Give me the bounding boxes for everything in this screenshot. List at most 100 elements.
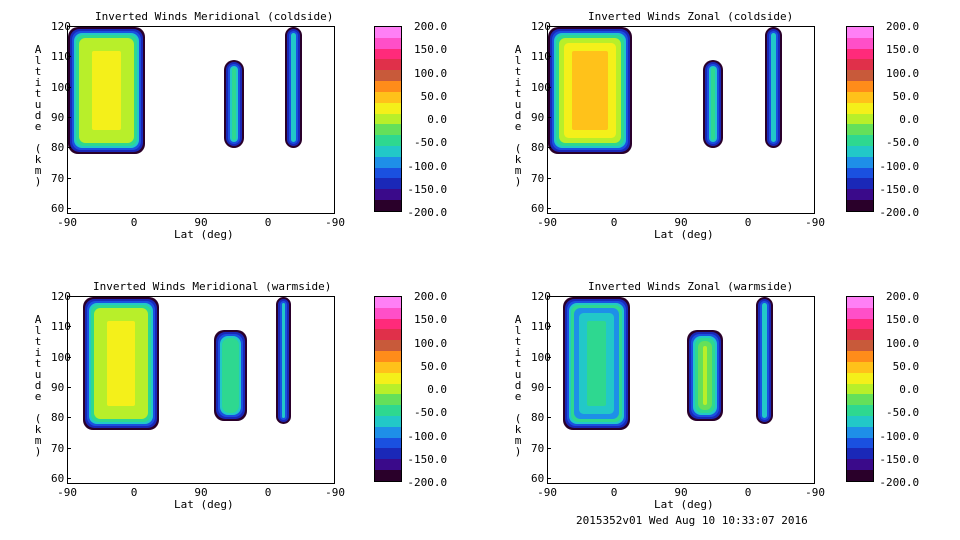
data-region [762,303,767,419]
y-tick-mark [547,477,551,479]
colorbar-segment [375,307,401,319]
x-axis-label: Lat (deg) [174,228,234,241]
colorbar-segment [847,102,873,114]
y-axis-label: A l t i t u d e ( k m ) [514,313,522,458]
x-tick-label: -90 [537,486,557,499]
y-tick-mark [67,477,71,479]
y-axis-label: A l t i t u d e ( k m ) [34,43,42,188]
y-tick-label: 60 [531,201,545,215]
plot-area [547,296,815,484]
colorbar-segment [847,135,873,146]
data-region [771,33,776,143]
colorbar-segment [375,297,401,308]
x-tick-label: 0 [264,216,272,229]
colorbar-tick-label: -100.0 [407,159,448,173]
plot-area [67,26,335,214]
data-region [106,321,135,407]
y-tick-label: 90 [531,380,545,394]
colorbar-segment [847,189,873,200]
y-tick-mark [547,356,551,358]
colorbar-segment [375,448,401,460]
colorbar-segment [847,394,873,406]
colorbar-segment [847,426,873,438]
colorbar-tick-label: 0.0 [899,383,920,396]
colorbar-segment [847,307,873,319]
colorbar-tick-label: 100.0 [414,336,448,350]
x-tick-label: -90 [57,486,77,499]
colorbar-tick-label: 100.0 [414,66,448,80]
colorbar-tick-label: 50.0 [892,359,920,373]
y-tick-label: 110 [51,50,71,64]
y-tick-mark [67,447,71,449]
colorbar-segment [375,415,401,427]
data-region [282,303,286,419]
y-tick-mark [547,447,551,449]
x-tick-label: 0 [610,486,618,499]
colorbar-tick-label: 100.0 [886,336,920,350]
colorbar-segment [375,135,401,146]
colorbar-segment [375,200,401,211]
colorbar-tick-label: 50.0 [892,89,920,103]
y-tick-label: 120 [531,290,551,303]
x-tick-label: 0 [744,216,752,229]
colorbar-segment [375,383,401,395]
colorbar-segment [375,405,401,416]
y-tick-mark [547,26,551,27]
colorbar-segment [847,145,873,157]
colorbar-segment [375,124,401,136]
colorbar-segment [375,426,401,438]
y-tick-label: 70 [531,441,545,455]
colorbar-segment [847,113,873,125]
colorbar-tick-label: -50.0 [414,136,448,150]
colorbar-tick-label: 50.0 [420,359,448,373]
colorbar-tick-label: 50.0 [420,89,448,103]
colorbar-tick-label: 0.0 [899,113,920,126]
x-axis-label: Lat (deg) [174,498,234,511]
y-axis-label: A l t i t u d e ( k m ) [514,43,522,188]
y-tick-label: 60 [531,471,545,485]
colorbar-tick-label: -200.0 [879,206,920,219]
y-tick-label: 80 [51,141,65,155]
colorbar-segment [375,340,401,352]
colorbar-segment [847,361,873,373]
colorbar-segment [847,200,873,211]
colorbar-segment [847,81,873,92]
colorbar-tick-label: 200.0 [414,290,448,303]
colorbar-tick-label: 200.0 [886,290,920,303]
colorbar-segment [375,37,401,49]
colorbar-segment [375,156,401,168]
colorbar-segment [375,81,401,92]
colorbar-tick-label: 200.0 [886,20,920,33]
colorbar-segment [375,318,401,330]
y-tick-mark [67,56,71,58]
y-tick-mark [67,356,71,358]
y-tick-label: 110 [51,320,71,334]
chart-title: Inverted Winds Meridional (warmside) [93,280,332,293]
y-tick-mark [547,386,551,388]
y-tick-mark [67,177,71,179]
colorbar-segment [375,459,401,470]
colorbar-segment [847,70,873,82]
colorbar [374,296,402,482]
chart-title: Inverted Winds Zonal (warmside) [588,280,794,293]
colorbar-segment [375,470,401,481]
y-tick-mark [67,296,71,297]
colorbar-segment [375,91,401,103]
data-region [703,346,707,406]
colorbar-tick-label: 150.0 [886,43,920,57]
y-tick-label: 90 [51,380,65,394]
colorbar-tick-label: 200.0 [414,20,448,33]
y-tick-label: 60 [51,201,65,215]
x-tick-label: 90 [194,486,208,499]
x-axis-label: Lat (deg) [654,228,714,241]
colorbar-segment [847,297,873,308]
x-axis-label: Lat (deg) [654,498,714,511]
colorbar-tick-label: 0.0 [427,113,448,126]
colorbar-tick-label: -150.0 [407,182,448,196]
y-tick-mark [547,116,551,118]
colorbar-segment [375,394,401,406]
y-tick-mark [67,147,71,149]
y-tick-mark [547,326,551,328]
colorbar-tick-label: 150.0 [414,313,448,327]
y-tick-label: 120 [531,20,551,33]
